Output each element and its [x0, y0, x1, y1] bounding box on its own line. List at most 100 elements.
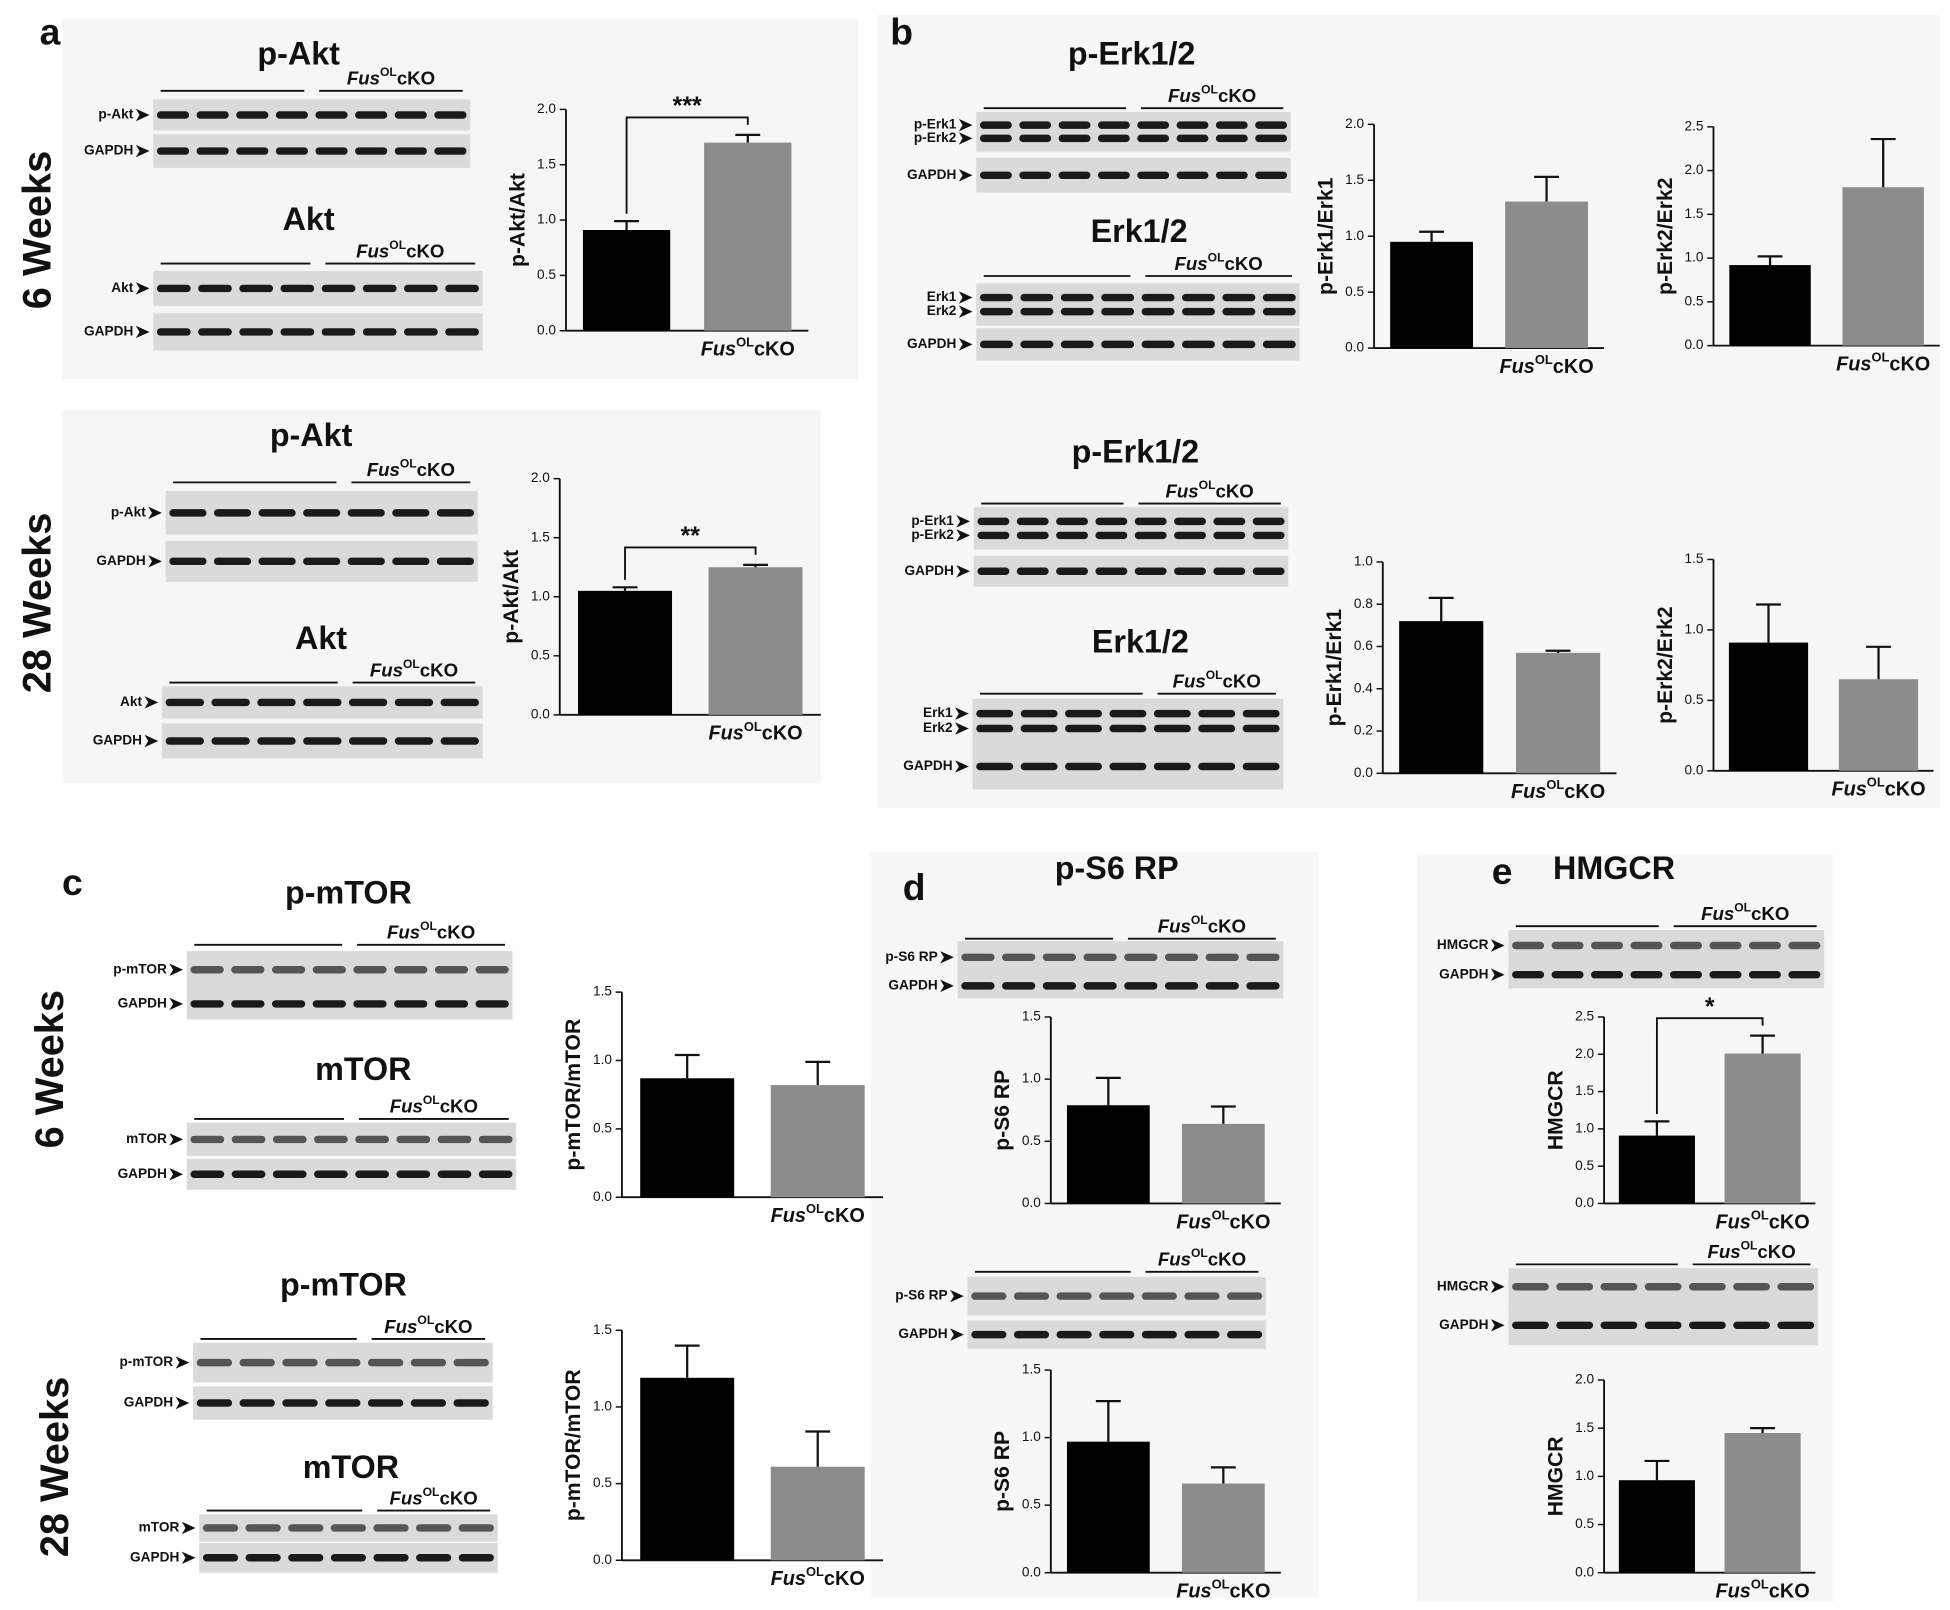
band — [1056, 531, 1088, 540]
y-axis-label: p-S6 RP — [991, 1070, 1014, 1151]
band — [1141, 340, 1175, 349]
arrowhead — [956, 565, 971, 578]
band — [314, 1135, 348, 1144]
blot-title: Akt — [295, 620, 347, 656]
y-tick-label: 1.5 — [531, 529, 550, 544]
band — [1644, 1321, 1682, 1330]
arrowhead — [958, 132, 973, 145]
band-label: GAPDH — [903, 758, 952, 773]
band — [239, 1399, 275, 1407]
band — [1176, 171, 1209, 180]
bar — [1838, 679, 1919, 771]
x-tick-label-italic: Fus — [701, 339, 736, 361]
y-tick-label: 0.5 — [531, 647, 550, 662]
y-tick-label: 0.0 — [1022, 1564, 1041, 1579]
band-label: p-mTOR — [119, 1354, 173, 1369]
band — [1198, 762, 1236, 771]
band — [202, 1524, 239, 1532]
group-label-rest: cKO — [1223, 670, 1261, 691]
band — [1124, 953, 1158, 962]
band — [280, 328, 315, 336]
band — [1777, 1321, 1815, 1330]
band — [271, 966, 306, 974]
y-tick-label: 0.8 — [1354, 596, 1373, 611]
band — [1512, 1321, 1549, 1330]
band-label: p-Akt — [111, 504, 146, 519]
y-axis-label: HMGCR — [1544, 1070, 1567, 1150]
x-tick-label-sup: OL — [1212, 1577, 1230, 1592]
row-label: 28 Weeks — [16, 513, 60, 694]
band — [396, 1170, 431, 1178]
band — [1083, 982, 1117, 990]
y-tick-label: 0.5 — [537, 267, 556, 282]
x-tick-label-rest: cKO — [1553, 356, 1594, 378]
x-tick-label: FusOLcKO — [1716, 1208, 1810, 1234]
band-label: p-Erk2 — [911, 527, 954, 542]
band — [979, 293, 1013, 302]
arrowhead — [1490, 939, 1505, 952]
band-label: p-S6 RP — [885, 949, 937, 964]
band — [1020, 762, 1058, 771]
y-axis-label: p-Erk1/Erk1 — [1314, 177, 1337, 295]
band — [275, 147, 308, 155]
x-tick-label-rest: cKO — [754, 339, 795, 361]
group-label: FusOLcKO — [1158, 1246, 1246, 1269]
band — [437, 1170, 472, 1178]
blot-title: p-Akt — [270, 417, 353, 453]
arrowhead — [169, 1133, 184, 1146]
x-tick-label: FusOLcKO — [708, 719, 802, 745]
group-label: FusOLcKO — [387, 919, 475, 942]
band — [1016, 517, 1049, 526]
y-tick-label: 0.0 — [1022, 1195, 1041, 1210]
error-bar — [674, 1344, 700, 1378]
group-label-rest: cKO — [1218, 85, 1256, 106]
group-label-italic: Fus — [1158, 915, 1191, 936]
y-axis-label: p-mTOR/mTOR — [562, 1369, 585, 1521]
group-label-sup: OL — [423, 1093, 440, 1107]
y-tick-label: 1.0 — [1022, 1429, 1041, 1444]
error-bar — [1870, 137, 1896, 188]
group-label-italic: Fus — [356, 240, 389, 261]
arrowhead — [940, 951, 954, 964]
band — [1246, 953, 1280, 962]
group-label-italic: Fus — [387, 922, 420, 943]
band — [245, 1554, 281, 1562]
error-bar — [743, 563, 768, 568]
band — [312, 1000, 346, 1008]
group-label-rest: cKO — [434, 1316, 472, 1337]
band — [272, 1170, 307, 1178]
arrowhead — [135, 144, 150, 158]
band — [165, 698, 205, 707]
band — [236, 147, 269, 155]
bar — [640, 1377, 735, 1561]
arrowhead — [1490, 968, 1505, 981]
band — [213, 557, 252, 566]
band — [330, 1524, 366, 1532]
x-tick-label: FusOLcKO — [1176, 1577, 1270, 1603]
bar — [1724, 1053, 1801, 1204]
x-tick-label: FusOLcKO — [1511, 778, 1605, 804]
error-bar — [1419, 230, 1445, 242]
y-tick-label: 2.0 — [1685, 162, 1704, 177]
band — [458, 1554, 494, 1562]
band — [202, 1554, 239, 1562]
group-label-italic: Fus — [384, 1316, 417, 1337]
group-label-sup: OL — [417, 1313, 434, 1327]
y-tick-label: 0.5 — [1685, 692, 1704, 707]
significance-bracket — [625, 116, 749, 214]
bar — [1516, 652, 1601, 774]
band — [1600, 1321, 1638, 1330]
x-tick-label-italic: Fus — [1176, 1212, 1211, 1234]
bar — [770, 1466, 865, 1561]
band — [1215, 134, 1248, 143]
band — [971, 1292, 1007, 1300]
band — [478, 1135, 513, 1144]
band — [1134, 517, 1167, 526]
band — [347, 509, 385, 517]
band — [353, 966, 387, 974]
band — [196, 111, 229, 119]
arrowhead — [958, 305, 973, 318]
band-label: Akt — [120, 694, 142, 709]
group-label-italic: Fus — [367, 459, 400, 480]
